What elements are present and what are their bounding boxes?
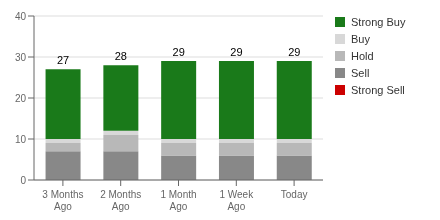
svg-text:2 MonthsAgo: 2 MonthsAgo <box>100 189 141 212</box>
svg-text:0: 0 <box>20 175 26 186</box>
svg-text:29: 29 <box>288 46 300 58</box>
html-text:Sell: Sell <box>351 67 370 79</box>
svg-text:29: 29 <box>230 46 242 58</box>
html-text:Buy: Buy <box>351 33 370 45</box>
svg-text:3 MonthsAgo: 3 MonthsAgo <box>42 189 83 212</box>
svg-text:10: 10 <box>15 134 27 145</box>
html-text:Hold: Hold <box>351 50 374 62</box>
svg-text:1 MonthAgo: 1 MonthAgo <box>160 189 196 212</box>
svg-text:40: 40 <box>15 11 27 22</box>
svg-text:30: 30 <box>15 52 27 63</box>
svg-text:27: 27 <box>57 54 69 66</box>
svg-text:20: 20 <box>15 93 27 104</box>
svg-text:Today: Today <box>281 189 308 200</box>
svg-text:29: 29 <box>173 46 185 58</box>
html-text:Strong Sell: Strong Sell <box>351 84 405 96</box>
html-text:Strong Buy: Strong Buy <box>351 16 406 28</box>
svg-text:1 WeekAgo: 1 WeekAgo <box>219 189 254 212</box>
svg-text:28: 28 <box>115 50 127 62</box>
